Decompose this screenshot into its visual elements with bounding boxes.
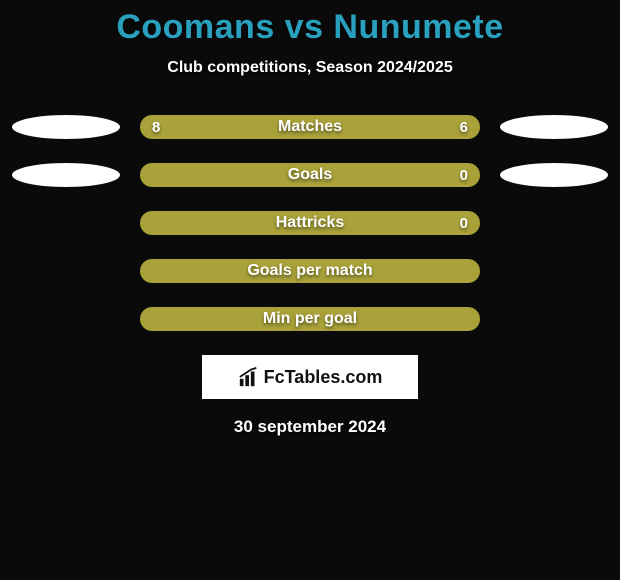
stat-row: Matches 8 6 (10, 115, 610, 139)
stat-row: Min per goal (10, 307, 610, 331)
right-ellipse (500, 115, 608, 139)
stat-label: Hattricks (276, 214, 344, 232)
bar-chart-icon (238, 366, 260, 388)
branding-text: FcTables.com (264, 367, 383, 388)
stat-row: Hattricks 0 (10, 211, 610, 235)
left-value: 8 (152, 119, 160, 136)
comparison-infographic: Coomans vs Nunumete Club competitions, S… (0, 0, 620, 580)
page-subtitle: Club competitions, Season 2024/2025 (0, 59, 620, 77)
stat-label: Min per goal (263, 310, 357, 328)
right-ellipse (500, 163, 608, 187)
stat-bar: Goals (140, 163, 480, 187)
page-title: Coomans vs Nunumete (0, 0, 620, 47)
branding-box[interactable]: FcTables.com (202, 355, 418, 399)
right-value: 6 (460, 119, 468, 136)
stat-label: Goals per match (247, 262, 372, 280)
stat-bar: Min per goal (140, 307, 480, 331)
stat-row: Goals 0 (10, 163, 610, 187)
stat-bar: Matches (140, 115, 480, 139)
stat-rows: Matches 8 6 Goals 0 Hattricks 0 Goals per match… (0, 115, 620, 331)
footer-date: 30 september 2024 (0, 417, 620, 437)
stat-bar: Goals per match (140, 259, 480, 283)
stat-label: Matches (278, 118, 342, 136)
left-ellipse (12, 115, 120, 139)
stat-row: Goals per match (10, 259, 610, 283)
stat-label: Goals (288, 166, 332, 184)
right-value: 0 (460, 167, 468, 184)
left-ellipse (12, 163, 120, 187)
stat-bar: Hattricks (140, 211, 480, 235)
right-value: 0 (460, 215, 468, 232)
